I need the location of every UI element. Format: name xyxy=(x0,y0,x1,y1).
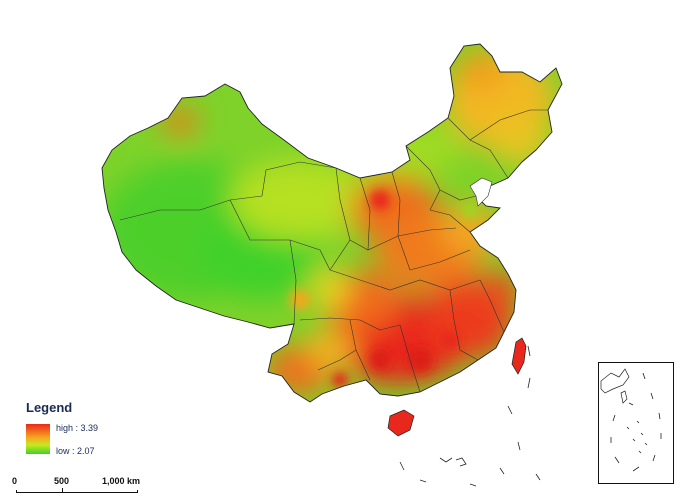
scale-label-500: 500 xyxy=(54,476,70,486)
legend-color-ramp xyxy=(26,424,50,454)
province-borders xyxy=(119,109,548,393)
bohai-sea xyxy=(469,177,493,207)
scale-label-1000: 1,000 km xyxy=(102,476,141,486)
legend-low-label: low : 2.07 xyxy=(56,446,95,456)
inset-map-drawing xyxy=(600,368,662,472)
legend-high-label: high : 3.39 xyxy=(56,423,99,433)
country-outline xyxy=(101,43,563,403)
taiwan-island xyxy=(511,337,527,375)
inset-map xyxy=(598,362,674,484)
scale-bar xyxy=(16,490,138,493)
scale-label-0: 0 xyxy=(12,476,18,486)
heat-surface xyxy=(102,44,562,402)
hainan-island xyxy=(387,409,415,437)
legend-title: Legend xyxy=(26,400,73,415)
south-sea-islands xyxy=(399,345,541,487)
scale-bar-mid-tick xyxy=(62,488,63,492)
